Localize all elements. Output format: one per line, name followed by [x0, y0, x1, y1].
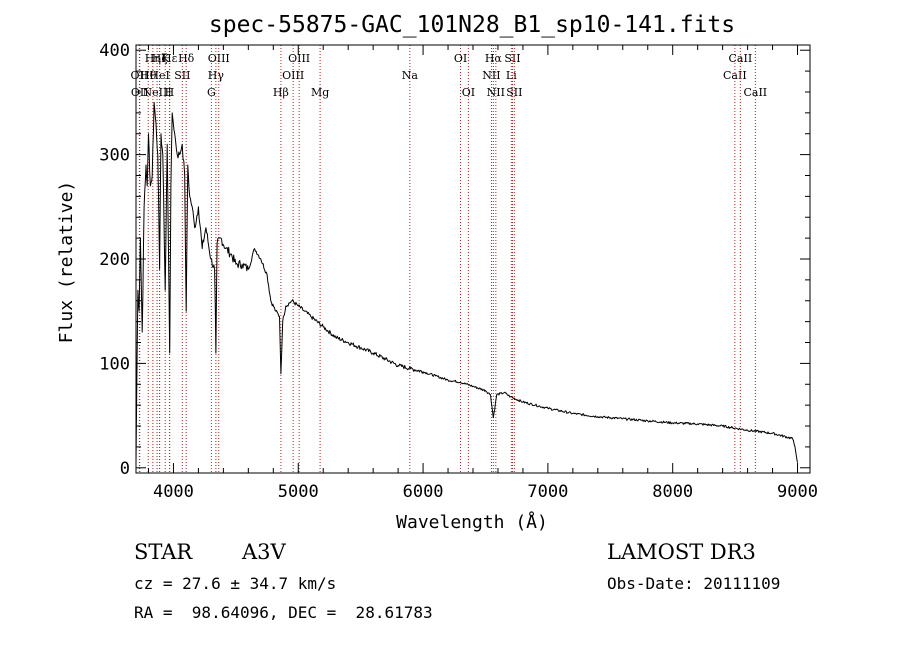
- x-tick-label-3: 7000: [527, 482, 568, 502]
- line-label-16: OIII: [282, 69, 304, 82]
- x-tick-label-1: 5000: [278, 482, 319, 502]
- y-tick-label-1: 100: [99, 354, 130, 374]
- line-label-3: Hη: [145, 52, 161, 65]
- line-label-1: OII: [131, 86, 149, 99]
- y-tick-label-4: 400: [99, 41, 130, 61]
- series-layer: [135, 101, 798, 463]
- object-class: STAR: [134, 540, 193, 564]
- line-label-21: OI: [462, 86, 475, 99]
- line-label-13: Hγ: [208, 69, 225, 82]
- line-label-26: SII: [504, 52, 520, 65]
- line-label-29: CaII: [729, 52, 753, 65]
- spectrum-chart: spec-55875-GAC_101N28_B1_sp10-141.fits O…: [56, 12, 818, 533]
- obs-date: Obs-Date: 20111109: [607, 574, 781, 593]
- coordinates: RA = 98.64096, DEC = 28.61783: [134, 603, 433, 622]
- line-label-8: H: [165, 86, 175, 99]
- chart-title: spec-55875-GAC_101N28_B1_sp10-141.fits: [209, 12, 735, 38]
- y-axis-label: Flux (relative): [56, 181, 77, 344]
- line-label-14: OIII: [208, 52, 230, 65]
- line-label-7: K: [161, 52, 170, 65]
- line-label-23: Hα: [485, 52, 503, 65]
- y-tick-label-2: 200: [99, 250, 130, 270]
- y-tick-label-3: 300: [99, 146, 130, 166]
- line-label-20: OI: [454, 52, 467, 65]
- x-tick-label-4: 8000: [652, 482, 693, 502]
- line-marker-layer: OIIOIIHθHηNeIIIHζHeIKHHεSIIHδGHγOIIIHβOI…: [131, 45, 767, 473]
- line-label-22: NII: [482, 69, 500, 82]
- line-label-6: HeI: [149, 69, 169, 82]
- line-label-17: OIII: [288, 52, 310, 65]
- line-label-18: Mg: [311, 86, 329, 99]
- line-label-19: Na: [402, 69, 419, 82]
- line-label-4: NeIII: [143, 86, 172, 99]
- line-label-10: SII: [174, 69, 190, 82]
- x-tick-label-2: 6000: [403, 482, 444, 502]
- line-label-27: SII: [506, 86, 522, 99]
- plot-frame: [135, 44, 811, 474]
- line-label-9: Hε: [162, 52, 178, 65]
- line-label-11: Hδ: [178, 52, 195, 65]
- line-label-28: CaII: [723, 69, 747, 82]
- y-tick-label-0: 0: [120, 459, 130, 479]
- line-label-15: Hβ: [273, 86, 289, 99]
- x-tick-label-0: 4000: [153, 482, 194, 502]
- line-label-25: Li: [506, 69, 517, 82]
- line-label-12: G: [207, 86, 216, 99]
- x-tick-label-5: 9000: [777, 482, 818, 502]
- line-label-5: Hζ: [152, 52, 168, 65]
- survey-name: LAMOST DR3: [607, 540, 756, 564]
- redshift-readout: cz = 27.6 ± 34.7 km/s: [134, 574, 337, 593]
- x-axis-label: Wavelength (Å): [396, 511, 548, 533]
- spectrum-line: [135, 101, 798, 463]
- line-label-24: NII: [487, 86, 505, 99]
- spectral-subclass: A3V: [242, 540, 286, 564]
- line-label-30: CaII: [743, 86, 767, 99]
- tick-layer: 4000 5000 6000 7000 8000 9000 0 100 200 300 400: [99, 41, 818, 502]
